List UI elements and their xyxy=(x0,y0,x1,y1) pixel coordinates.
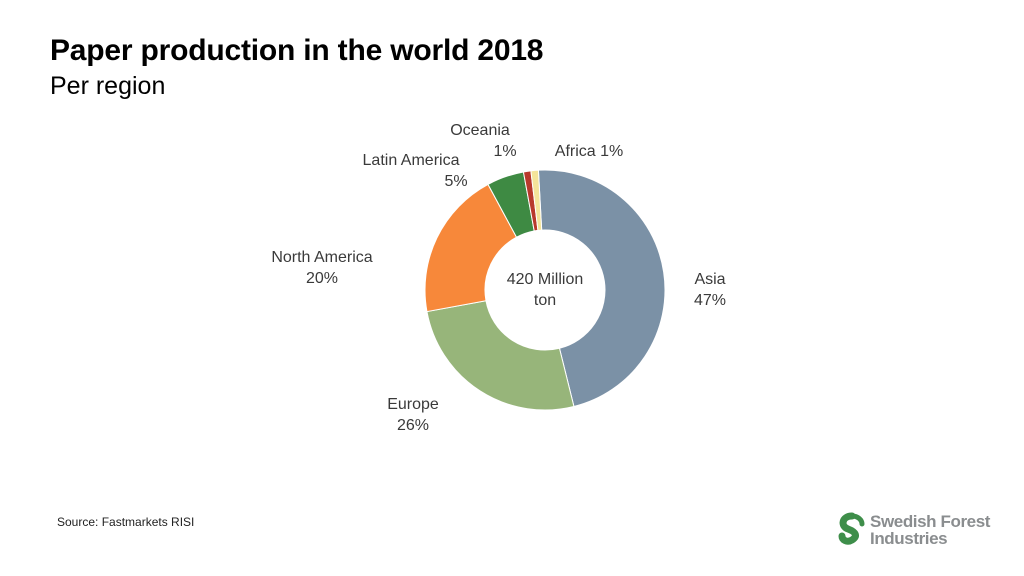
label-name-latin-america: Latin America xyxy=(363,152,460,169)
label-value-oceania: 1% xyxy=(493,143,516,160)
center-label-line1: 420 Million xyxy=(507,271,583,288)
label-name-asia: Asia xyxy=(694,271,725,288)
label-value-north-america: 20% xyxy=(306,270,338,287)
company-logo: Swedish Forest Industries xyxy=(836,512,996,552)
slide-subtitle: Per region xyxy=(50,72,166,100)
logo-line2: Industries xyxy=(870,529,948,548)
label-value-latin-america: 5% xyxy=(444,173,467,190)
label-name-north-america: North America xyxy=(271,249,372,266)
center-label-line2: ton xyxy=(534,292,556,309)
slice-asia xyxy=(537,169,666,408)
slice-europe xyxy=(426,300,575,411)
source-note: Source: Fastmarkets RISI xyxy=(57,515,195,529)
slice-north-america xyxy=(424,183,518,313)
logo-line1: Swedish Forest xyxy=(870,512,991,531)
label-name-europe: Europe xyxy=(387,396,439,413)
label-name-oceania: Oceania xyxy=(450,122,510,139)
slide-title: Paper production in the world 2018 xyxy=(50,34,544,67)
label-value-europe: 26% xyxy=(397,417,429,434)
label-name-africa: Africa 1% xyxy=(555,143,623,160)
logo-wordmark: Swedish Forest Industries xyxy=(870,513,990,547)
label-value-asia: 47% xyxy=(694,292,726,309)
slice-africa xyxy=(530,169,543,231)
leaf-s-icon xyxy=(838,512,865,545)
